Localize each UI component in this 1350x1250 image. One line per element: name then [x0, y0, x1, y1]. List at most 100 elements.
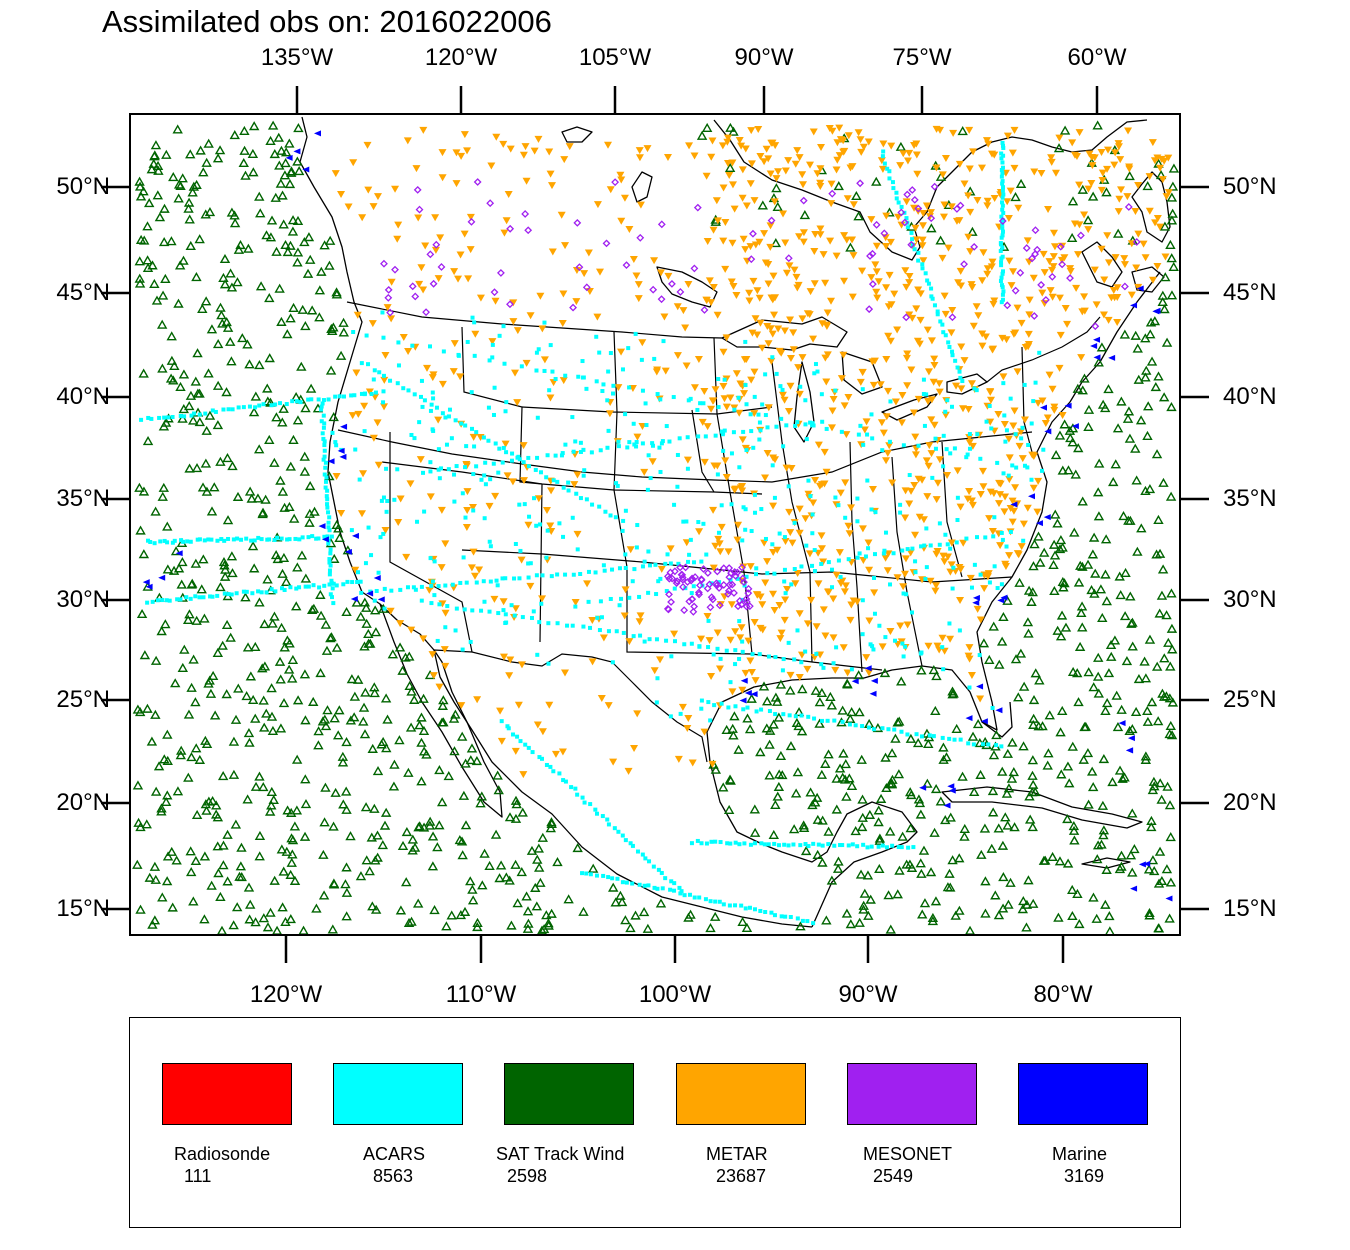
sat-wind-marker	[1075, 560, 1086, 570]
acars-marker	[357, 477, 362, 482]
sat-wind-marker	[1101, 596, 1113, 606]
acars-marker	[203, 411, 208, 416]
sat-wind-marker	[200, 296, 212, 306]
metar-marker	[794, 364, 803, 372]
metar-marker	[844, 132, 853, 140]
acars-marker	[555, 621, 560, 626]
metar-marker	[511, 605, 520, 613]
mesonet-marker	[636, 233, 645, 242]
sat-wind-marker	[418, 725, 430, 735]
metar-marker	[588, 658, 597, 666]
sat-wind-marker	[134, 181, 146, 191]
sat-wind-marker	[266, 786, 278, 796]
acars-marker	[1000, 285, 1005, 290]
acars-marker	[650, 441, 655, 446]
sat-wind-marker	[158, 237, 170, 247]
metar-marker	[1161, 253, 1170, 261]
acars-marker	[605, 817, 610, 822]
metar-marker	[476, 294, 485, 302]
sat-wind-marker	[308, 603, 320, 613]
sat-wind-marker	[221, 317, 232, 327]
sat-wind-marker	[1010, 654, 1022, 664]
metar-marker	[795, 674, 804, 682]
metar-marker	[1049, 229, 1058, 237]
metar-marker	[635, 147, 644, 155]
acars-marker	[861, 442, 866, 447]
sat-wind-marker	[369, 688, 380, 698]
metar-marker	[762, 145, 771, 153]
acars-marker	[766, 654, 771, 659]
metar-marker	[368, 320, 377, 328]
metar-marker	[373, 419, 382, 427]
sat-wind-marker	[1027, 822, 1038, 832]
sat-wind-marker	[320, 619, 332, 629]
acars-marker	[733, 840, 738, 845]
map-panel	[129, 113, 1181, 936]
sat-wind-marker	[360, 687, 371, 697]
great-lakes	[793, 361, 815, 443]
sat-wind-marker	[218, 272, 229, 283]
sat-wind-marker	[826, 700, 838, 710]
sat-wind-marker	[306, 604, 318, 614]
sat-wind-marker	[892, 717, 903, 727]
acars-marker	[491, 461, 496, 466]
acars-marker	[581, 375, 586, 380]
sat-wind-marker	[1146, 356, 1158, 366]
metar-marker	[903, 157, 912, 165]
acars-marker	[326, 520, 331, 525]
metar-marker	[450, 268, 459, 276]
sat-wind-marker	[139, 235, 150, 245]
metar-marker	[337, 510, 346, 518]
acars-marker	[795, 628, 800, 633]
acars-marker	[682, 893, 687, 898]
acars-marker	[352, 393, 357, 398]
metar-marker	[859, 557, 868, 565]
sat-wind-marker	[916, 665, 927, 675]
left-lat-label: 30°N	[56, 586, 110, 613]
sat-wind-marker	[156, 803, 167, 813]
metar-marker	[931, 587, 940, 595]
metar-marker	[750, 368, 759, 376]
acars-marker	[745, 705, 750, 710]
acars-marker	[749, 529, 754, 534]
sat-wind-marker	[823, 826, 834, 836]
metar-marker	[988, 528, 997, 536]
mesonet-marker	[681, 563, 690, 572]
metar-marker	[823, 351, 832, 359]
acars-marker	[689, 591, 694, 596]
acars-marker	[601, 382, 606, 387]
acars-marker	[684, 519, 689, 524]
acars-marker	[699, 841, 704, 846]
sat-wind-marker	[773, 769, 785, 779]
mesonet-marker	[970, 242, 979, 251]
metar-marker	[753, 591, 762, 599]
sat-wind-marker	[269, 611, 280, 621]
metar-marker	[1088, 162, 1097, 170]
acars-marker	[931, 734, 936, 739]
sat-wind-marker	[1131, 475, 1142, 485]
sat-wind-marker	[885, 924, 896, 934]
metar-marker	[393, 235, 402, 243]
acars-marker	[452, 472, 457, 477]
metar-marker	[914, 286, 923, 294]
metar-marker	[723, 138, 732, 146]
state-borders	[771, 361, 813, 663]
metar-marker	[1046, 287, 1055, 295]
acars-marker	[209, 537, 214, 542]
acars-marker	[663, 876, 668, 881]
acars-marker	[395, 381, 400, 386]
sat-wind-marker	[471, 755, 483, 766]
acars-marker	[437, 602, 442, 607]
metar-marker	[888, 479, 897, 487]
acars-marker	[711, 652, 716, 657]
sat-wind-marker	[460, 820, 472, 830]
acars-marker	[327, 560, 332, 565]
sat-wind-marker	[1067, 196, 1079, 206]
metar-marker	[463, 488, 472, 496]
acars-marker	[919, 734, 924, 739]
sat-wind-marker	[434, 765, 445, 775]
acars-marker	[294, 399, 299, 404]
acars-marker	[267, 537, 272, 542]
sat-wind-marker	[286, 857, 297, 867]
metar-marker	[546, 394, 555, 402]
